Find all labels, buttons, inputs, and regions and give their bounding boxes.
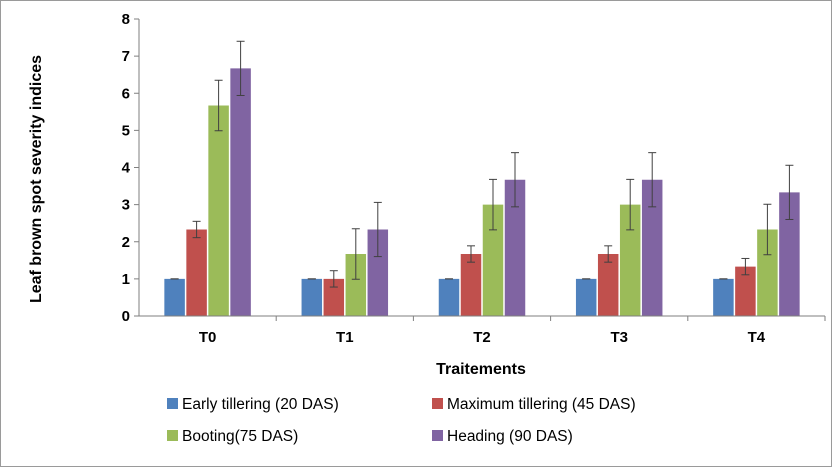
y-ticks: 0 1 2 3 4 5 6 7 8 [122, 11, 139, 325]
bar [482, 204, 504, 316]
bar [619, 204, 641, 316]
bar [345, 254, 367, 316]
y-tick-label: 2 [122, 234, 130, 251]
legend-swatch [167, 398, 178, 409]
x-axis-title: Traitements [436, 361, 526, 378]
bar [597, 254, 619, 316]
error-bars-layer [170, 40, 794, 288]
y-tick-label: 4 [122, 160, 131, 177]
bar [641, 179, 663, 316]
x-ticks: T0 T1 T2 T3 T4 [199, 316, 826, 346]
x-tick-label: T4 [748, 329, 766, 346]
y-tick-label: 0 [122, 308, 130, 325]
bar [186, 229, 207, 316]
bars-layer [164, 68, 800, 316]
y-axis-title: Leaf brown spot severity indices [28, 55, 45, 303]
y-tick-label: 7 [122, 48, 130, 65]
x-tick-label: T1 [336, 329, 354, 346]
bar [164, 278, 185, 316]
legend-label: Heading (90 DAS) [447, 428, 573, 445]
legend: Early tillering (20 DAS) Maximum tillerin… [167, 396, 636, 445]
legend-swatch [432, 430, 443, 441]
bar [208, 105, 229, 316]
x-tick-label: T0 [199, 329, 217, 346]
y-tick-label: 3 [122, 197, 130, 214]
bar [230, 68, 251, 316]
legend-label: Booting(75 DAS) [182, 428, 298, 445]
bar [323, 278, 345, 316]
bar [779, 192, 800, 316]
legend-swatch [432, 398, 443, 409]
bar [301, 278, 323, 316]
x-tick-label: T3 [610, 329, 628, 346]
y-tick-label: 5 [122, 122, 130, 139]
bar [504, 179, 526, 316]
bar [367, 229, 389, 316]
y-tick-label: 8 [122, 11, 130, 28]
legend-label: Early tillering (20 DAS) [182, 396, 339, 413]
legend-label: Maximum tillering (45 DAS) [447, 396, 636, 413]
y-tick-label: 6 [122, 85, 130, 102]
bar [438, 278, 460, 316]
bar [757, 229, 778, 316]
y-tick-label: 1 [122, 271, 130, 288]
bar [735, 266, 756, 316]
bar [575, 278, 597, 316]
x-tick-label: T2 [473, 329, 491, 346]
bar [713, 278, 734, 316]
legend-swatch [167, 430, 178, 441]
bar [460, 254, 482, 316]
